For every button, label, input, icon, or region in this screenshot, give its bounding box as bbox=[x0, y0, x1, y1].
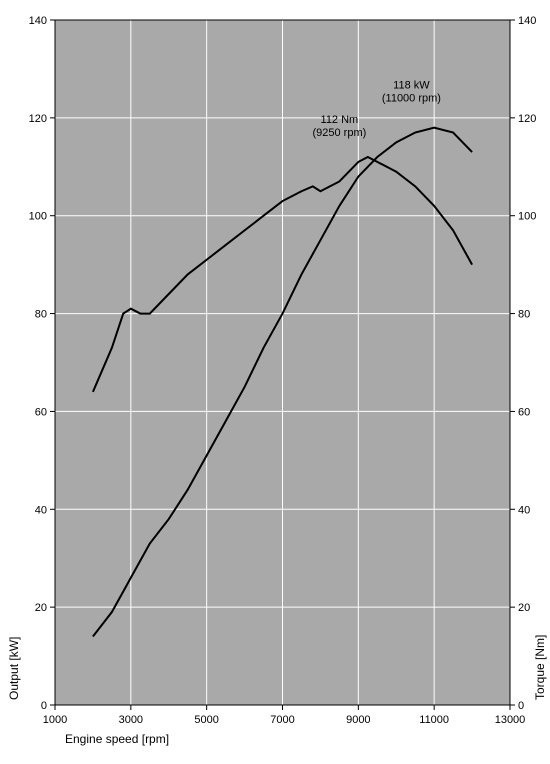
x-tick-label: 13000 bbox=[495, 714, 526, 726]
y-right-tick-label: 60 bbox=[518, 406, 530, 418]
y-right-tick-label: 80 bbox=[518, 309, 530, 321]
annotation-output-peak: 118 kW bbox=[393, 80, 430, 92]
x-tick-label: 7000 bbox=[270, 714, 294, 726]
y-left-tick-label: 140 bbox=[29, 15, 47, 27]
y-right-axis-ticks: 0 20 40 60 80 100 120 140 bbox=[510, 15, 536, 712]
x-tick-label: 11000 bbox=[419, 714, 449, 726]
y-right-tick-label: 140 bbox=[518, 15, 536, 27]
x-tick-label: 3000 bbox=[119, 714, 143, 726]
annotation-torque-peak: 112 Nm bbox=[321, 114, 359, 126]
y-left-tick-label: 0 bbox=[41, 700, 47, 712]
y-right-tick-label: 0 bbox=[518, 700, 524, 712]
y-left-axis-ticks: 0 20 40 60 80 100 120 140 bbox=[29, 15, 55, 712]
y-left-tick-label: 60 bbox=[35, 406, 47, 418]
x-tick-label: 9000 bbox=[346, 714, 370, 726]
y-left-axis-label: Output [kW] bbox=[7, 637, 21, 700]
y-right-tick-label: 100 bbox=[518, 211, 536, 223]
y-left-tick-label: 120 bbox=[29, 113, 47, 125]
y-right-tick-label: 120 bbox=[518, 113, 536, 125]
dyno-chart: 100030005000700090001100013000 020406080… bbox=[0, 0, 550, 764]
annotation-output-peak-sub: (11000 rpm) bbox=[382, 93, 441, 105]
y-left-tick-label: 40 bbox=[35, 504, 47, 516]
x-axis-label: Engine speed [rpm] bbox=[65, 732, 169, 746]
y-left-tick-label: 80 bbox=[35, 309, 47, 321]
y-right-tick-label: 40 bbox=[518, 504, 530, 516]
y-left-tick-label: 20 bbox=[35, 602, 47, 614]
x-tick-label: 5000 bbox=[194, 714, 218, 726]
y-right-tick-label: 20 bbox=[518, 602, 530, 614]
y-right-axis-label: Torque [Nm] bbox=[533, 635, 547, 700]
x-tick-label: 1000 bbox=[43, 714, 67, 726]
x-axis-ticks: 1000 3000 5000 7000 9000 11000 13000 bbox=[43, 705, 526, 726]
annotation-torque-peak-sub: (9250 rpm) bbox=[312, 127, 366, 139]
y-left-tick-label: 100 bbox=[29, 211, 47, 223]
